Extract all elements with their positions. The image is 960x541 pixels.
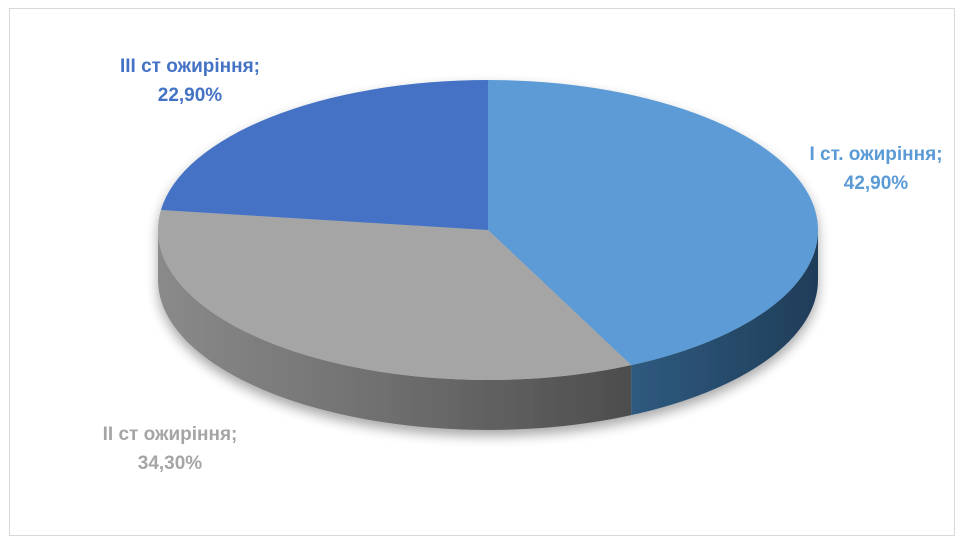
data-label-value: 34,30%	[138, 453, 203, 474]
pie-slice-side-2	[158, 230, 632, 430]
data-label-3: III ст ожиріння; 22,90%	[120, 56, 260, 106]
data-label-category: III ст ожиріння;	[120, 56, 260, 77]
data-label-category: I ст. ожиріння;	[809, 144, 942, 165]
data-label-category: II ст ожиріння;	[103, 424, 238, 445]
pie-slice-1	[488, 80, 819, 366]
data-label-1: I ст. ожиріння; 42,90%	[809, 144, 942, 194]
data-label-value: 22,90%	[158, 85, 223, 106]
data-label-2: II ст ожиріння; 34,30%	[103, 424, 238, 474]
pie-slice-3	[160, 80, 489, 230]
pie-slice-2	[158, 210, 632, 381]
data-label-value: 42,90%	[844, 173, 909, 194]
pie-slice-side-1	[631, 230, 818, 416]
